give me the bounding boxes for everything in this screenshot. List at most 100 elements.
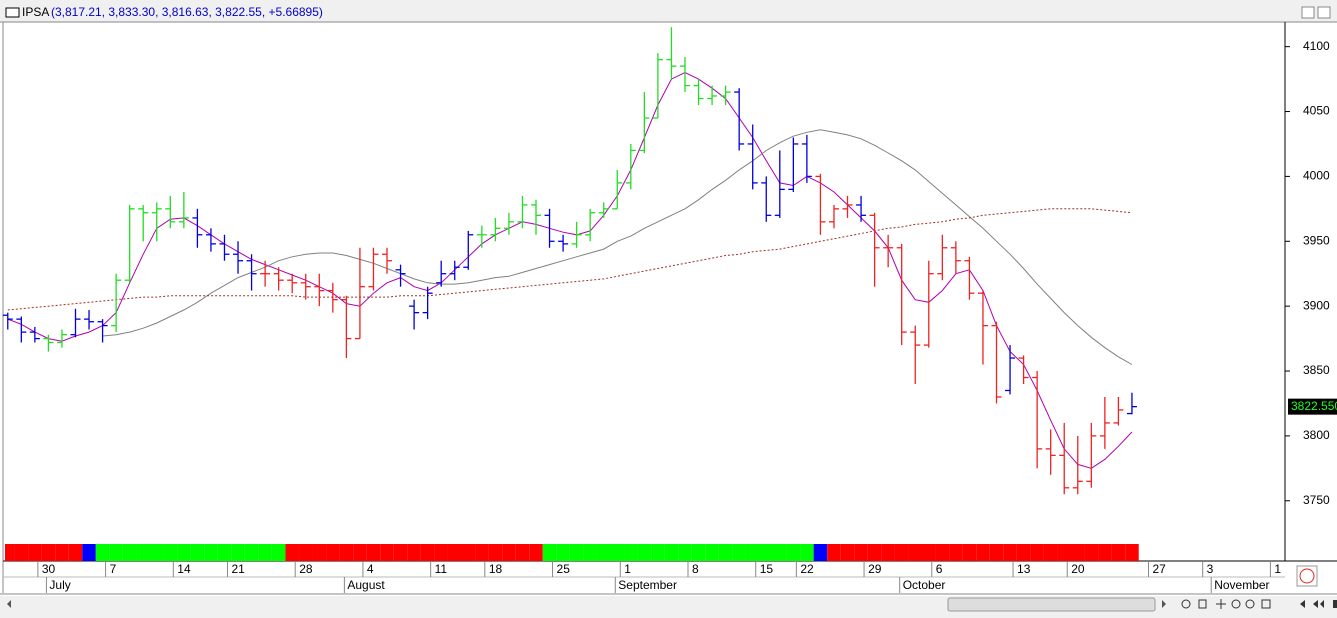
x-tick-label: 20 [1071, 562, 1085, 576]
signal-cell [705, 544, 719, 561]
signal-cell [136, 544, 150, 561]
signal-cell [624, 544, 638, 561]
signal-cell [1043, 544, 1058, 561]
zoom-in[interactable] [1245, 599, 1255, 609]
signal-cell [515, 544, 530, 561]
signal-cell [867, 544, 882, 561]
x-tick-label: 7 [110, 562, 117, 576]
restore-button[interactable] [1301, 6, 1315, 19]
signal-cell [583, 544, 597, 561]
last-value-box [1288, 398, 1337, 415]
signal-cell [68, 544, 83, 561]
signal-cell [813, 544, 828, 561]
signal-cell [231, 544, 245, 561]
signal-cell [881, 544, 895, 561]
nav-right[interactable] [1313, 600, 1324, 608]
signal-cell [298, 544, 313, 561]
signal-cell [1111, 544, 1126, 561]
moving-average [102, 129, 1133, 365]
signal-cell [800, 544, 814, 561]
signal-cell [271, 544, 286, 561]
signal-cell [732, 544, 746, 561]
signal-cell [420, 544, 435, 561]
signal-cell [258, 544, 272, 561]
signal-cell [82, 544, 96, 561]
tool-icon[interactable] [1181, 599, 1191, 609]
signal-cell [596, 544, 611, 561]
signal-cell [1057, 544, 1071, 561]
signal-cell [745, 544, 760, 561]
signal-cell [922, 544, 936, 561]
signal-cell [407, 544, 421, 561]
signal-cell [475, 544, 489, 561]
signal-cell [434, 544, 448, 561]
signal-cell [204, 544, 218, 561]
signal-cell [1016, 544, 1031, 561]
signal-cell [285, 544, 299, 561]
month-label: September [618, 578, 677, 592]
signal-cell [41, 544, 56, 561]
signal-cell [5, 544, 15, 561]
signal-cell [312, 544, 327, 561]
signal-cell [610, 544, 625, 561]
x-tick-label: 3 [1207, 562, 1214, 576]
scroll-thumb[interactable] [947, 597, 1156, 612]
x-tick-label: 4 [367, 562, 374, 576]
signal-cell [854, 544, 868, 561]
x-tick-label: 28 [299, 562, 313, 576]
signal-cell [529, 544, 543, 561]
signal-cell [569, 544, 584, 561]
signal-cell [691, 544, 706, 561]
signal-cell [542, 544, 557, 561]
zoom-out[interactable] [1231, 599, 1241, 609]
nav-left[interactable] [1300, 600, 1305, 608]
nav-end[interactable] [1333, 600, 1337, 608]
moving-average [7, 72, 1133, 469]
status-face [1299, 568, 1315, 584]
y-tick-label: 4050 [1303, 104, 1330, 118]
x-tick-label: 1 [624, 562, 631, 576]
y-tick-label: 3950 [1303, 233, 1330, 247]
x-tick-label: 14 [177, 562, 191, 576]
x-tick-label: 29 [868, 562, 882, 576]
signal-cell [773, 544, 787, 561]
signal-cell [339, 544, 354, 561]
signal-cell [1125, 544, 1139, 561]
month-label: November [1214, 578, 1269, 592]
tool-icon[interactable] [1261, 599, 1271, 609]
signal-cell [651, 544, 665, 561]
signal-cell [461, 544, 476, 561]
tool-icon[interactable] [1216, 599, 1226, 609]
x-tick-label: 13 [1017, 562, 1031, 576]
month-label: July [49, 578, 70, 592]
signal-cell [95, 544, 110, 561]
tool-icon[interactable] [1198, 599, 1207, 609]
scroll-right[interactable] [1162, 600, 1166, 608]
signal-cell [14, 544, 29, 561]
signal-cell [190, 544, 205, 561]
x-tick-label: 1 [1274, 562, 1281, 576]
signal-cell [664, 544, 679, 561]
y-tick-label: 3900 [1303, 298, 1330, 312]
signal-cell [380, 544, 394, 561]
signal-cell [962, 544, 977, 561]
scroll-left[interactable] [7, 600, 11, 608]
signal-cell [1084, 544, 1099, 561]
signal-cell [976, 544, 990, 561]
signal-cell [1003, 544, 1017, 561]
signal-cell [840, 544, 855, 561]
x-tick-label: 6 [936, 562, 943, 576]
x-tick-label: 18 [489, 562, 503, 576]
x-tick-label: 8 [692, 562, 699, 576]
signal-cell [447, 544, 462, 561]
signal-cell [949, 544, 963, 561]
y-tick-label: 3800 [1303, 428, 1330, 442]
last-value-label: 3822.550 [1291, 399, 1337, 413]
close-button[interactable] [1317, 6, 1331, 19]
y-tick-label: 4000 [1303, 169, 1330, 183]
signal-cell [894, 544, 909, 561]
signal-cell [502, 544, 516, 561]
signal-cell [163, 544, 178, 561]
